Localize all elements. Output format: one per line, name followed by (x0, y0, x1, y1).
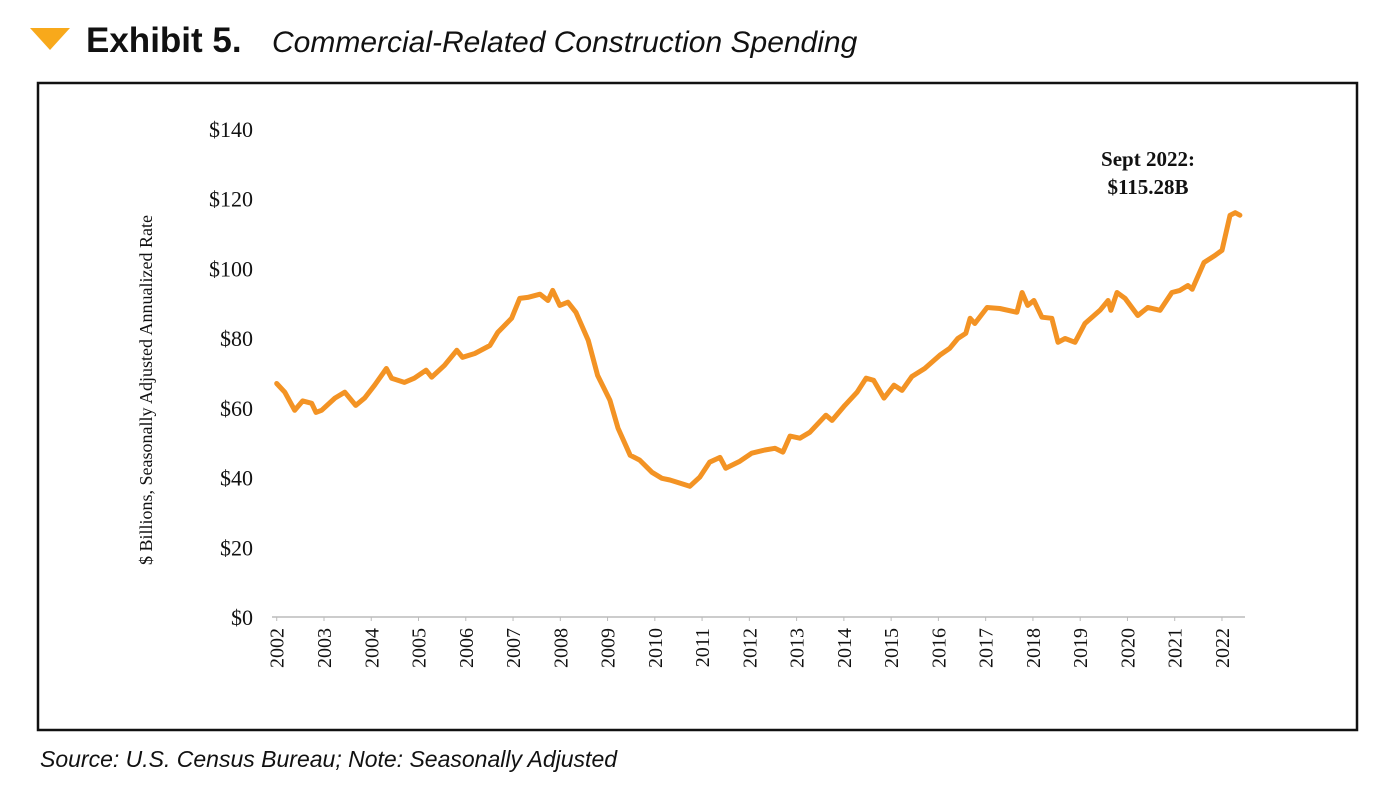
y-tick-label: $40 (220, 466, 253, 491)
x-tick-label: 2017 (976, 628, 998, 668)
x-tick-label: 2003 (314, 628, 336, 668)
x-tick-label: 2006 (456, 628, 478, 668)
y-tick-label: $100 (209, 256, 253, 281)
y-tick-label: $140 (209, 117, 253, 142)
y-tick-label: $120 (209, 187, 253, 212)
y-tick-label: $0 (231, 605, 253, 630)
x-tick-label: 2007 (503, 628, 525, 668)
x-tick-label: 2018 (1023, 628, 1045, 668)
header-icon (30, 28, 70, 50)
y-axis-label: $ Billions, Seasonally Adjusted Annualiz… (136, 215, 156, 565)
annotation: $115.28B (1107, 175, 1188, 199)
x-tick-label: 2004 (361, 628, 383, 668)
x-tick-label: 2002 (267, 628, 289, 668)
x-tick-label: 2009 (598, 628, 620, 668)
source-note: Source: U.S. Census Bureau; Note: Season… (40, 746, 618, 772)
x-tick-label: 2020 (1117, 628, 1139, 668)
x-tick-label: 2013 (787, 628, 809, 668)
x-tick-label: 2012 (739, 628, 761, 668)
x-tick-label: 2015 (881, 628, 903, 668)
chart-frame (36, 81, 1359, 732)
x-tick-label: 2016 (928, 628, 950, 668)
x-tick-label: 2005 (409, 628, 431, 668)
chart-title: Commercial-Related Construction Spending (272, 26, 858, 59)
y-tick-label: $80 (220, 326, 253, 351)
x-tick-label: 2019 (1070, 628, 1092, 668)
y-tick-label: $60 (220, 396, 253, 421)
x-tick-label: 2011 (692, 628, 714, 667)
x-tick-label: 2010 (645, 628, 667, 668)
x-tick-label: 2022 (1212, 628, 1234, 668)
y-tick-label: $20 (220, 535, 253, 560)
exhibit-label: Exhibit 5. (86, 21, 242, 60)
x-tick-label: 2014 (834, 628, 856, 668)
data-line (274, 210, 1243, 489)
annotation: Sept 2022: (1101, 147, 1195, 171)
x-tick-label: 2021 (1165, 628, 1187, 668)
x-tick-label: 2008 (550, 628, 572, 668)
